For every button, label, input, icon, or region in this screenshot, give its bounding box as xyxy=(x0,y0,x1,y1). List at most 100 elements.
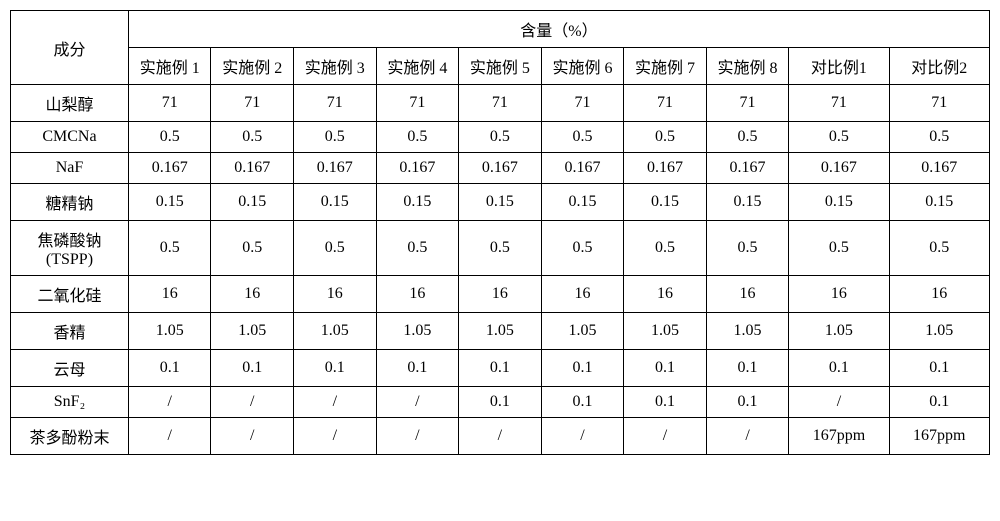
cell-value: / xyxy=(294,387,377,418)
table-body: 山梨醇71717171717171717171CMCNa0.50.50.50.5… xyxy=(11,85,990,455)
cell-value: 1.05 xyxy=(624,313,707,350)
cell-value: 0.15 xyxy=(706,184,789,221)
cell-value: 0.167 xyxy=(706,153,789,184)
cell-value: 0.1 xyxy=(128,350,211,387)
cell-value: 0.15 xyxy=(624,184,707,221)
cell-value: / xyxy=(541,418,624,455)
cell-value: 0.167 xyxy=(211,153,294,184)
cell-value: / xyxy=(789,387,889,418)
cell-value: 0.167 xyxy=(541,153,624,184)
cell-value: 0.5 xyxy=(789,221,889,276)
row-label: 茶多酚粉末 xyxy=(11,418,129,455)
cell-value: 1.05 xyxy=(294,313,377,350)
col-header: 实施例 1 xyxy=(128,48,211,85)
header-ingredient: 成分 xyxy=(11,11,129,85)
cell-value: 0.167 xyxy=(459,153,542,184)
cell-value: 0.1 xyxy=(624,387,707,418)
col-header: 对比例1 xyxy=(789,48,889,85)
cell-value: 0.5 xyxy=(128,221,211,276)
cell-value: 16 xyxy=(211,276,294,313)
row-label: 山梨醇 xyxy=(11,85,129,122)
cell-value: 16 xyxy=(789,276,889,313)
col-header: 对比例2 xyxy=(889,48,989,85)
row-label: 香精 xyxy=(11,313,129,350)
cell-value: 0.5 xyxy=(294,221,377,276)
col-header: 实施例 6 xyxy=(541,48,624,85)
cell-value: 1.05 xyxy=(706,313,789,350)
header-content: 含量（%） xyxy=(128,11,989,48)
col-header: 实施例 4 xyxy=(376,48,459,85)
cell-value: 0.15 xyxy=(541,184,624,221)
cell-value: 0.1 xyxy=(541,387,624,418)
cell-value: 0.1 xyxy=(541,350,624,387)
cell-value: 1.05 xyxy=(211,313,294,350)
cell-value: / xyxy=(459,418,542,455)
table-row: 山梨醇71717171717171717171 xyxy=(11,85,990,122)
cell-value: 0.5 xyxy=(706,221,789,276)
cell-value: 71 xyxy=(789,85,889,122)
cell-value: / xyxy=(294,418,377,455)
cell-value: 16 xyxy=(706,276,789,313)
cell-value: 16 xyxy=(541,276,624,313)
cell-value: 0.1 xyxy=(789,350,889,387)
cell-value: 0.1 xyxy=(376,350,459,387)
row-label: NaF xyxy=(11,153,129,184)
cell-value: 1.05 xyxy=(889,313,989,350)
table-row: 云母0.10.10.10.10.10.10.10.10.10.1 xyxy=(11,350,990,387)
cell-value: / xyxy=(128,387,211,418)
cell-value: 0.5 xyxy=(541,221,624,276)
cell-value: 0.1 xyxy=(706,350,789,387)
cell-value: 0.1 xyxy=(624,350,707,387)
table-row: 香精1.051.051.051.051.051.051.051.051.051.… xyxy=(11,313,990,350)
cell-value: 0.167 xyxy=(789,153,889,184)
cell-value: 1.05 xyxy=(128,313,211,350)
cell-value: 0.5 xyxy=(211,221,294,276)
row-label: 二氧化硅 xyxy=(11,276,129,313)
col-header: 实施例 3 xyxy=(294,48,377,85)
cell-value: 16 xyxy=(128,276,211,313)
header-columns-row: 实施例 1 实施例 2 实施例 3 实施例 4 实施例 5 实施例 6 实施例 … xyxy=(11,48,990,85)
cell-value: 71 xyxy=(128,85,211,122)
cell-value: 16 xyxy=(624,276,707,313)
cell-value: 71 xyxy=(889,85,989,122)
cell-value: 71 xyxy=(294,85,377,122)
cell-value: / xyxy=(211,418,294,455)
cell-value: 0.1 xyxy=(889,350,989,387)
cell-value: 0.167 xyxy=(624,153,707,184)
cell-value: / xyxy=(706,418,789,455)
cell-value: 16 xyxy=(889,276,989,313)
cell-value: / xyxy=(624,418,707,455)
cell-value: 0.5 xyxy=(789,122,889,153)
cell-value: 0.1 xyxy=(294,350,377,387)
cell-value: 16 xyxy=(294,276,377,313)
composition-table: 成分 含量（%） 实施例 1 实施例 2 实施例 3 实施例 4 实施例 5 实… xyxy=(10,10,990,455)
cell-value: 0.1 xyxy=(706,387,789,418)
cell-value: / xyxy=(128,418,211,455)
table-row: CMCNa0.50.50.50.50.50.50.50.50.50.5 xyxy=(11,122,990,153)
cell-value: 71 xyxy=(376,85,459,122)
cell-value: 0.5 xyxy=(459,221,542,276)
col-header: 实施例 7 xyxy=(624,48,707,85)
cell-value: 0.5 xyxy=(128,122,211,153)
cell-value: 0.5 xyxy=(376,122,459,153)
table-row: 二氧化硅16161616161616161616 xyxy=(11,276,990,313)
cell-value: 167ppm xyxy=(789,418,889,455)
cell-value: 16 xyxy=(376,276,459,313)
col-header: 实施例 2 xyxy=(211,48,294,85)
cell-value: 0.15 xyxy=(211,184,294,221)
cell-value: 0.5 xyxy=(624,221,707,276)
cell-value: 0.1 xyxy=(459,387,542,418)
cell-value: 71 xyxy=(211,85,294,122)
cell-value: 0.5 xyxy=(624,122,707,153)
row-label: SnF₂ xyxy=(11,387,129,418)
cell-value: 0.167 xyxy=(128,153,211,184)
row-label: 糖精钠 xyxy=(11,184,129,221)
cell-value: 1.05 xyxy=(459,313,542,350)
cell-value: 71 xyxy=(624,85,707,122)
cell-value: 71 xyxy=(706,85,789,122)
table-row: SnF₂////0.10.10.10.1/0.1 xyxy=(11,387,990,418)
cell-value: 0.5 xyxy=(706,122,789,153)
cell-value: 1.05 xyxy=(789,313,889,350)
cell-value: 1.05 xyxy=(376,313,459,350)
table-row: NaF0.1670.1670.1670.1670.1670.1670.1670.… xyxy=(11,153,990,184)
